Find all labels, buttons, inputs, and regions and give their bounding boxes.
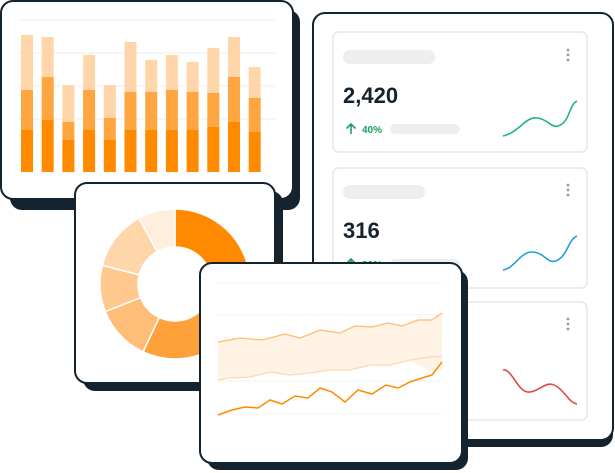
stat-card: 316 30% <box>332 167 588 289</box>
bar-segment <box>145 130 158 172</box>
bar-segment <box>207 127 220 172</box>
bar-segment <box>21 90 33 130</box>
stat-card: 2,420 40% <box>332 31 588 153</box>
bar-segment <box>248 132 261 172</box>
bar-segment <box>62 140 75 172</box>
stat-change: 40% <box>362 125 382 136</box>
stat-value: 2,420 <box>343 83 398 108</box>
bar-segment <box>103 140 116 172</box>
bar-segment <box>21 35 33 90</box>
bar-segment <box>21 130 33 172</box>
bar-segment <box>228 77 240 122</box>
bar-segment <box>41 77 54 120</box>
bar-segment <box>207 48 220 93</box>
bar-segment <box>41 120 54 172</box>
bar-segment <box>186 130 199 172</box>
bar-segment <box>124 42 137 92</box>
bar-segment <box>186 92 199 130</box>
bar-chart <box>21 35 261 172</box>
bar-segment <box>62 122 75 140</box>
line-chart <box>217 282 443 416</box>
bar-segment <box>248 98 261 132</box>
bar-segment <box>103 85 116 118</box>
bar-segment <box>228 37 240 77</box>
bar-segment <box>165 130 178 172</box>
bar-segment <box>62 85 75 122</box>
bar-segment <box>103 118 116 140</box>
donut-slice <box>137 208 176 253</box>
bar-segment <box>207 93 220 127</box>
bar-segment <box>228 122 240 172</box>
bar-segment <box>165 55 178 90</box>
bar-segment <box>165 90 178 130</box>
bar-segment <box>145 60 158 92</box>
bar-segment <box>124 130 137 172</box>
bar-segment <box>186 62 199 92</box>
bar-segment <box>83 90 96 130</box>
stat-value: 316 <box>343 218 380 243</box>
bar-segment <box>83 130 96 172</box>
bar-segment <box>83 55 96 90</box>
bar-segment <box>124 92 137 130</box>
bar-segment <box>145 92 158 130</box>
bar-segment <box>248 67 261 98</box>
bar-segment <box>41 37 54 77</box>
